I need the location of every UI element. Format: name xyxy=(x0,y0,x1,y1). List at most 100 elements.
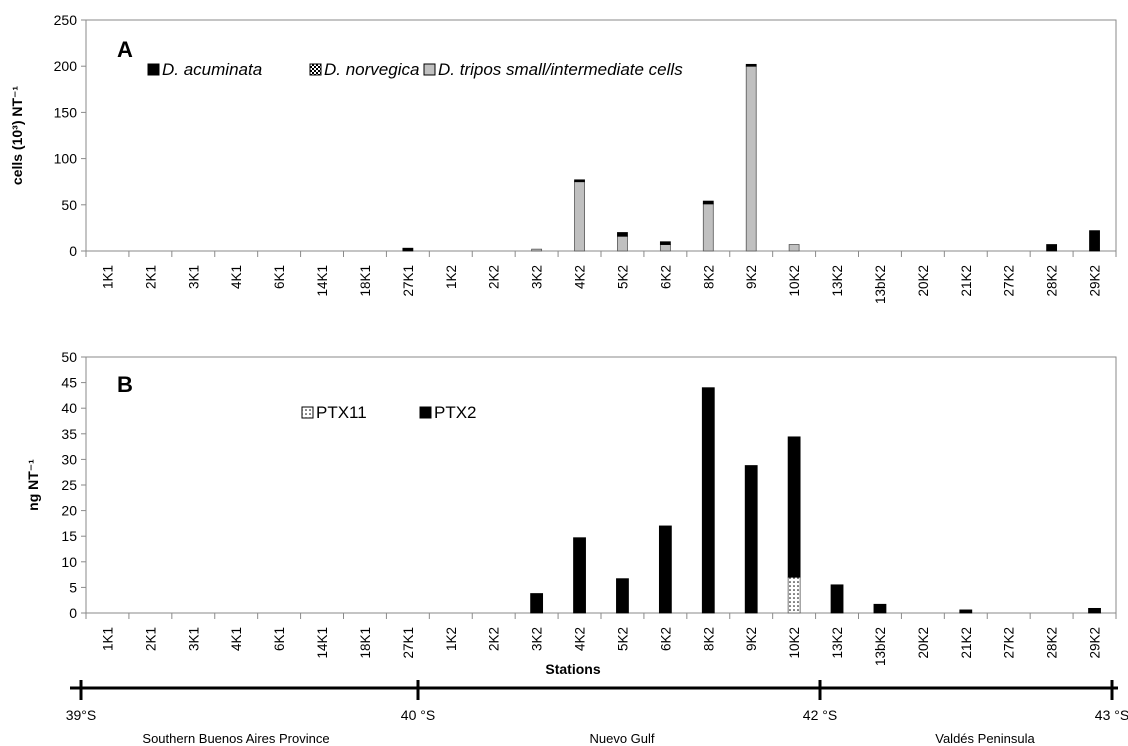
bar-segment xyxy=(1088,607,1101,614)
x-tick-label: 27K1 xyxy=(401,265,416,297)
bar-segment xyxy=(788,244,800,252)
bar-segment xyxy=(530,593,544,614)
x-tick-label: 10K2 xyxy=(787,627,802,659)
x-tick-label: 27K2 xyxy=(1002,265,1017,297)
y-tick-label: 35 xyxy=(61,426,77,442)
x-tick-label: 2K1 xyxy=(143,265,158,289)
x-tick-label: 21K2 xyxy=(959,265,974,297)
latitude-tick-label: 42 °S xyxy=(803,707,837,723)
x-tick-label: 6K2 xyxy=(658,627,673,651)
bar-segment xyxy=(701,387,715,614)
legend-swatch xyxy=(423,63,436,76)
x-tick-label: 27K1 xyxy=(401,627,416,659)
y-tick-label: 5 xyxy=(69,579,77,595)
x-tick-label: 4K2 xyxy=(573,627,588,651)
bar-segment xyxy=(787,576,801,614)
x-tick-label: 1K2 xyxy=(444,265,459,289)
y-tick-label: 250 xyxy=(54,12,78,28)
bar-segment xyxy=(744,465,758,614)
bar-segment xyxy=(616,578,629,614)
bar-segment xyxy=(830,584,844,614)
x-tick-label: 1K1 xyxy=(100,627,115,651)
y-tick-label: 10 xyxy=(61,554,77,570)
x-tick-label: 5K2 xyxy=(615,265,630,289)
bar-segment xyxy=(787,436,801,578)
x-tick-label: 1K2 xyxy=(444,627,459,651)
x-tick-label: 29K2 xyxy=(1088,627,1103,659)
x-tick-label: 29K2 xyxy=(1088,265,1103,297)
legend-swatch xyxy=(301,406,314,419)
x-tick-label: 2K2 xyxy=(487,627,502,651)
bar-segment xyxy=(745,65,757,252)
x-tick-label: 14K1 xyxy=(315,265,330,297)
x-tick-label: 6K1 xyxy=(272,627,287,651)
x-tick-label: 1K1 xyxy=(100,265,115,289)
x-tick-label: 18K1 xyxy=(358,627,373,659)
x-tick-label: 18K1 xyxy=(358,265,373,297)
latitude-tick-label: 39°S xyxy=(66,707,97,723)
legend-label: PTX2 xyxy=(434,403,477,422)
bar-segment xyxy=(573,537,586,614)
x-tick-label: 4K1 xyxy=(229,265,244,289)
bar-segment xyxy=(617,232,628,237)
x-tick-label: 4K2 xyxy=(573,265,588,289)
y-tick-label: 200 xyxy=(54,58,78,74)
y-tick-label: 100 xyxy=(54,151,78,167)
region-label: Nuevo Gulf xyxy=(589,731,654,746)
x-tick-label: 4K1 xyxy=(229,627,244,651)
x-tick-label: 3K1 xyxy=(186,265,201,289)
legend-label: D. tripos small/intermediate cells xyxy=(438,60,683,79)
plot-area xyxy=(85,19,1117,252)
y-tick-label: 0 xyxy=(69,243,77,259)
bar-segment xyxy=(745,63,757,67)
legend-label: PTX11 xyxy=(316,403,367,422)
legend-label: D. norvegica xyxy=(324,60,419,79)
x-tick-label: 5K2 xyxy=(615,627,630,651)
y-tick-label: 20 xyxy=(61,503,77,519)
panel-b-label: B xyxy=(117,372,133,397)
latitude-tick-label: 40 °S xyxy=(401,707,435,723)
panel-a-chart: 0 50 100 150 200 250 cells (10³) NT⁻¹ 1K1 2K1 3K1… xyxy=(9,12,1117,304)
y-tick-label: 0 xyxy=(69,605,77,621)
bar-segment xyxy=(702,200,714,205)
y-tick-label: 150 xyxy=(54,104,78,120)
x-tick-label: 21K2 xyxy=(959,627,974,659)
y-axis-label: ng NT⁻¹ xyxy=(25,459,41,511)
y-tick-label: 30 xyxy=(61,451,77,467)
x-tick-label: 28K2 xyxy=(1045,627,1060,659)
x-tick-label: 27K2 xyxy=(1002,627,1017,659)
plot-area xyxy=(85,356,1117,614)
x-tick-label: 13K2 xyxy=(830,265,845,297)
legend-swatch xyxy=(309,63,322,76)
x-tick-label: 8K2 xyxy=(701,627,716,651)
bar-segment xyxy=(1046,244,1058,252)
x-tick-label: 3K2 xyxy=(530,265,545,289)
y-axis-label: cells (10³) NT⁻¹ xyxy=(9,86,25,186)
legend-swatch xyxy=(147,63,160,76)
x-tick-label: 28K2 xyxy=(1045,265,1060,297)
latitude-tick-label: 43 °S xyxy=(1095,707,1128,723)
legend-label: D. acuminata xyxy=(162,60,262,79)
x-tick-label: 14K1 xyxy=(315,627,330,659)
bar-segment xyxy=(873,603,887,614)
x-tick-label: 10K2 xyxy=(787,265,802,297)
x-tick-label: 8K2 xyxy=(701,265,716,289)
x-tick-label: 13bK2 xyxy=(873,627,888,666)
bar-segment xyxy=(659,244,671,252)
x-tick-label: 9K2 xyxy=(744,627,759,651)
bar-segment xyxy=(659,241,671,245)
bar-segment xyxy=(658,525,672,614)
x-tick-label: 6K2 xyxy=(658,265,673,289)
bar-segment xyxy=(617,235,628,252)
y-tick-label: 50 xyxy=(61,197,77,213)
legend-swatch xyxy=(419,406,432,419)
y-tick-label: 25 xyxy=(61,477,77,493)
latitude-axis: 39°S 40 °S 42 °S 43 °S Southern Buenos Aires… xyxy=(66,680,1128,746)
y-tick-label: 40 xyxy=(61,400,77,416)
bar-segment xyxy=(531,248,543,252)
x-tick-label: 9K2 xyxy=(744,265,759,289)
bar-segment xyxy=(959,609,973,614)
x-tick-label: 2K2 xyxy=(487,265,502,289)
y-tick-label: 15 xyxy=(61,528,77,544)
